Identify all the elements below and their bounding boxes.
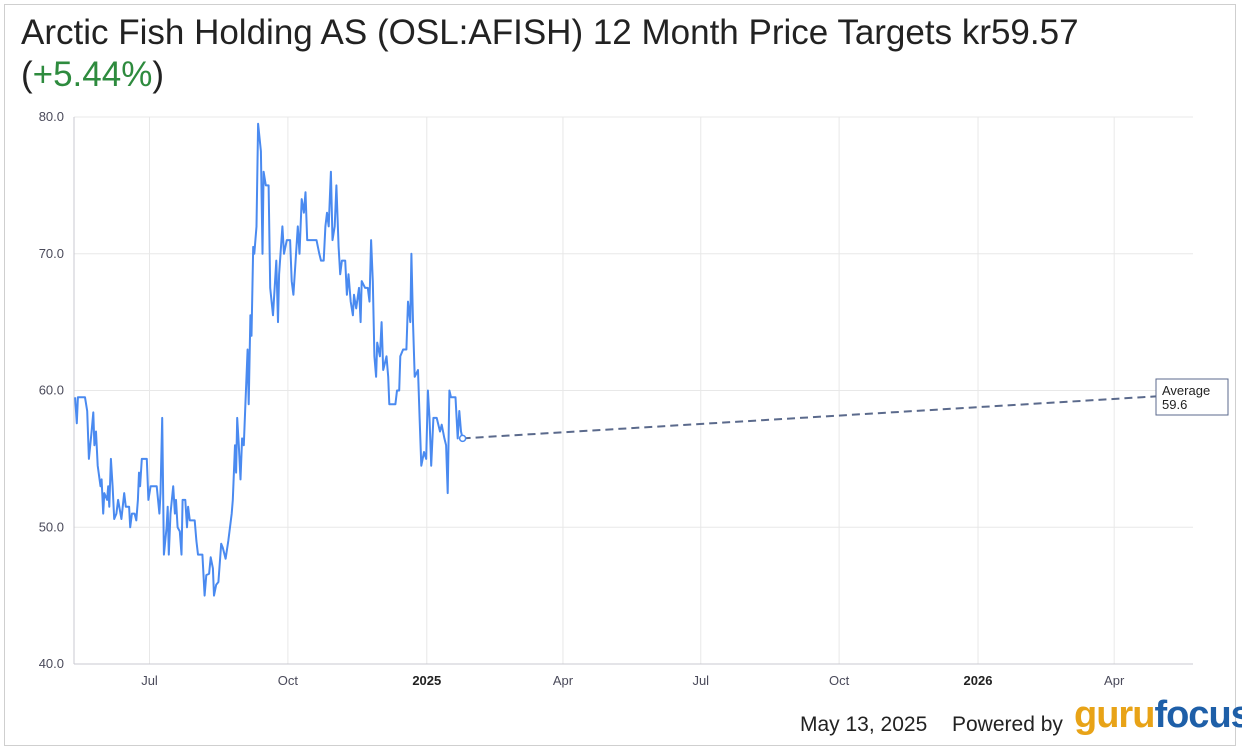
- x-tick-label: Jul: [692, 673, 709, 688]
- x-tick-label: Oct: [278, 673, 299, 688]
- y-tick-label: 50.0: [39, 519, 64, 534]
- y-tick-label: 70.0: [39, 246, 64, 261]
- x-tick-label: Apr: [1104, 673, 1125, 688]
- powered-by-text: Powered by: [952, 713, 1063, 736]
- average-label-value: 59.6: [1162, 397, 1187, 412]
- title-close-paren: ): [152, 55, 164, 94]
- chart-title: Arctic Fish Holding AS (OSL:AFISH) 12 Mo…: [21, 12, 1211, 96]
- x-axis-ticks: Jul Oct 2025 Apr Jul Oct 2026 Apr: [141, 673, 1125, 688]
- x-tick-label: Jul: [141, 673, 158, 688]
- title-open-paren: (: [21, 55, 33, 94]
- footer-date: May 13, 2025: [800, 713, 928, 736]
- average-label-border: [1155, 378, 1229, 416]
- last-price-point[interactable]: [458, 434, 467, 443]
- x-tick-label: Oct: [829, 673, 850, 688]
- average-target-line: [462, 395, 1157, 440]
- average-label-box: Average 59.6: [1155, 378, 1229, 416]
- y-axis-ticks: 40.0 50.0 60.0 70.0 80.0: [39, 109, 64, 671]
- grid-lines: [74, 116, 1193, 665]
- y-tick-label: 40.0: [39, 656, 64, 671]
- average-label-text: Average: [1162, 383, 1210, 398]
- gurufocus-logo[interactable]: gurufocus: [1074, 694, 1242, 737]
- y-tick-label: 80.0: [39, 109, 64, 124]
- y-tick-label: 60.0: [39, 383, 64, 398]
- x-tick-label: 2026: [964, 673, 993, 688]
- price-history-line: [74, 122, 464, 597]
- price-change: +5.44%: [32, 55, 153, 94]
- chart-frame: [4, 4, 1236, 746]
- logo-focus: focus: [1154, 694, 1242, 736]
- x-tick-label: 2025: [412, 673, 441, 688]
- title-main: Arctic Fish Holding AS (OSL:AFISH) 12 Mo…: [21, 13, 1079, 52]
- logo-guru: guru: [1074, 694, 1155, 736]
- x-tick-label: Apr: [553, 673, 574, 688]
